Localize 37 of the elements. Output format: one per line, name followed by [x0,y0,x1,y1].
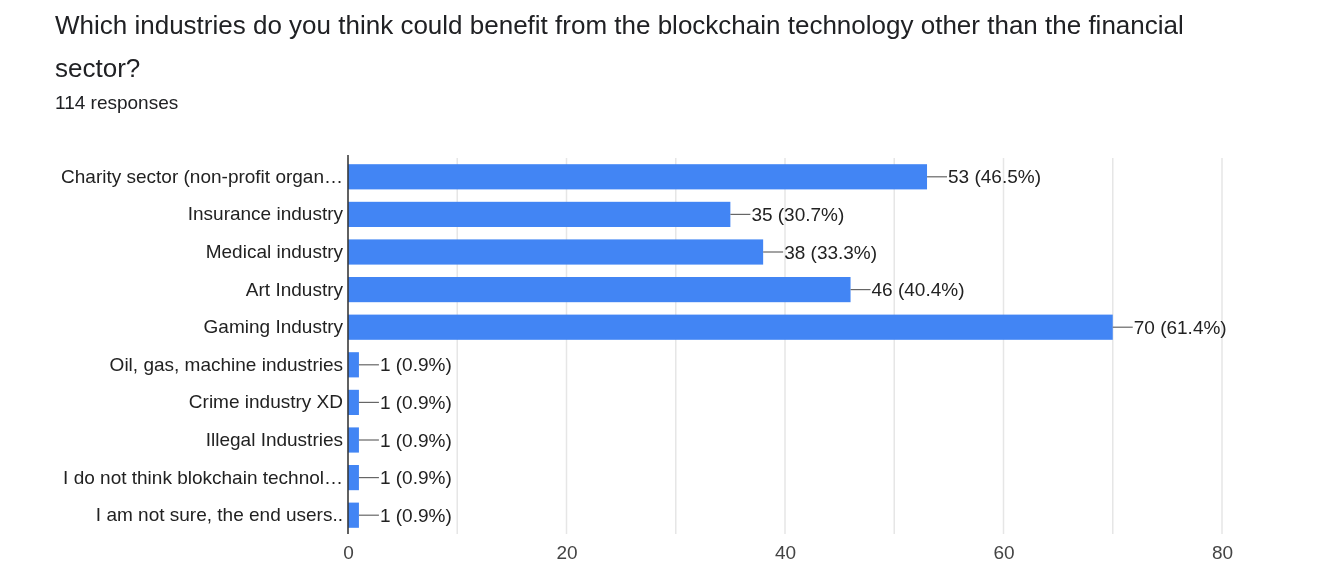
data-label: 70 (61.4%) [1133,316,1227,338]
bar [348,239,764,265]
bar [348,502,359,528]
y-tick-label: I am not sure, the end users.. [95,504,343,526]
x-tick-label: 20 [556,542,578,564]
x-tick-label: 0 [343,542,354,564]
x-tick-label: 60 [993,542,1015,564]
data-label: 46 (40.4%) [871,279,965,301]
y-tick-label: Medical industry [205,241,344,263]
text: 114 responses [55,92,179,114]
y-tick-label: Insurance industry [187,203,344,225]
bar [348,201,731,227]
data-label: 1 (0.9%) [379,467,452,489]
y-tick-label: Crime industry XD [188,391,343,413]
bar [348,352,359,378]
bar [348,164,928,190]
data-label: 53 (46.5%) [948,166,1041,188]
data-label: 1 (0.9%) [379,429,452,451]
data-label: 1 (0.9%) [379,392,452,414]
y-tick-label: I do not think blokchain technol… [63,466,343,488]
bar [348,389,359,415]
y-tick-label: Illegal Industries [205,429,343,451]
bar [348,314,1113,340]
bar [348,277,851,303]
data-label: 1 (0.9%) [379,504,452,526]
x-tick-label: 80 [1211,542,1234,564]
y-tick-label: Gaming Industry [203,316,344,338]
bar [348,427,359,453]
x-tick-label: 40 [774,542,797,564]
y-tick-label: Art Industry [245,278,344,300]
chart-title: Which industries do you think could benefit from the blockchain technology other than the financial sector? [55,9,1185,85]
y-tick-label: Oil, gas, machine industries [109,353,343,375]
data-label: 1 (0.9%) [379,354,452,376]
y-tick-label: Charity sector (non-profit organ… [61,165,343,187]
data-label: 38 (33.3%) [784,241,878,263]
bar [348,465,359,491]
data-label: 35 (30.7%) [751,204,845,226]
